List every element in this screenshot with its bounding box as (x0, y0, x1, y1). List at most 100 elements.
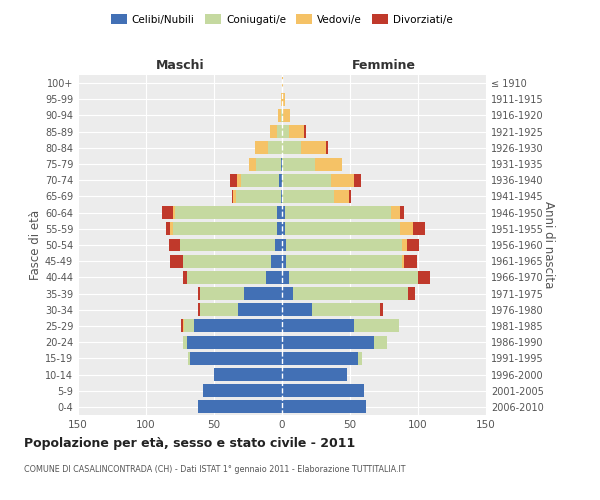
Bar (281, 93, 282, 106)
Bar (404, 254, 416, 268)
Bar (354, 320, 399, 332)
Bar (270, 125, 277, 138)
Bar (282, 190, 334, 203)
Bar (187, 336, 282, 348)
Bar (188, 352, 190, 365)
Bar (354, 174, 361, 186)
Bar (170, 254, 183, 268)
Bar (283, 109, 290, 122)
Bar (237, 174, 241, 186)
Bar (289, 125, 304, 138)
Bar (166, 222, 170, 235)
Bar (183, 336, 187, 348)
Bar (286, 238, 401, 252)
Bar (418, 271, 430, 284)
Bar (236, 190, 281, 203)
Bar (282, 222, 285, 235)
Bar (169, 238, 180, 252)
Bar (374, 336, 387, 348)
Bar (282, 400, 367, 413)
Bar (400, 222, 413, 235)
Bar (281, 109, 282, 122)
Bar (244, 287, 282, 300)
Bar (334, 190, 349, 203)
Bar (380, 304, 383, 316)
Bar (232, 190, 233, 203)
Y-axis label: Fasce di età: Fasce di età (29, 210, 42, 280)
Bar (293, 287, 409, 300)
Bar (187, 271, 266, 284)
Bar (197, 400, 282, 413)
Bar (175, 206, 277, 219)
Bar (286, 254, 401, 268)
Bar (173, 222, 277, 235)
Bar (401, 254, 404, 268)
Bar (282, 158, 314, 170)
Bar (190, 352, 282, 365)
Bar (173, 206, 175, 219)
Bar (301, 142, 326, 154)
Bar (183, 320, 184, 332)
Bar (163, 206, 173, 219)
Bar (407, 238, 419, 252)
Bar (400, 206, 404, 219)
Bar (233, 190, 236, 203)
Bar (289, 271, 418, 284)
Bar (197, 304, 200, 316)
Bar (255, 142, 268, 154)
Bar (266, 271, 282, 284)
Bar (314, 158, 342, 170)
Bar (281, 158, 282, 170)
Bar (282, 352, 358, 365)
Bar (281, 190, 282, 203)
Bar (282, 109, 283, 122)
Bar (391, 206, 400, 219)
Bar (409, 287, 415, 300)
Bar (282, 142, 301, 154)
Bar (256, 158, 281, 170)
Bar (238, 304, 282, 316)
Bar (214, 368, 282, 381)
Bar (183, 271, 187, 284)
Bar (282, 336, 374, 348)
Bar (200, 287, 244, 300)
Bar (282, 76, 283, 90)
Legend: Celibi/Nubili, Coniugati/e, Vedovi/e, Divorziati/e: Celibi/Nubili, Coniugati/e, Vedovi/e, Di… (107, 10, 457, 29)
Bar (277, 125, 282, 138)
Bar (241, 174, 279, 186)
Bar (275, 238, 282, 252)
Bar (181, 320, 183, 332)
Bar (282, 304, 312, 316)
Bar (170, 222, 173, 235)
Bar (183, 254, 271, 268)
Bar (401, 238, 407, 252)
Bar (285, 206, 391, 219)
Bar (282, 238, 286, 252)
Bar (282, 320, 354, 332)
Y-axis label: Anni di nascita: Anni di nascita (542, 202, 555, 288)
Bar (271, 254, 282, 268)
Bar (304, 125, 307, 138)
Bar (279, 174, 282, 186)
Bar (230, 174, 237, 186)
Text: Femmine: Femmine (352, 59, 416, 72)
Text: Maschi: Maschi (155, 59, 205, 72)
Bar (282, 174, 331, 186)
Bar (331, 174, 354, 186)
Bar (282, 206, 285, 219)
Bar (312, 304, 380, 316)
Bar (203, 384, 282, 397)
Bar (413, 222, 425, 235)
Bar (282, 384, 364, 397)
Bar (278, 109, 281, 122)
Bar (200, 304, 238, 316)
Bar (282, 254, 286, 268)
Bar (282, 93, 285, 106)
Bar (194, 320, 282, 332)
Bar (277, 206, 282, 219)
Bar (250, 158, 256, 170)
Text: COMUNE DI CASALINCONTRADA (CH) - Dati ISTAT 1° gennaio 2011 - Elaborazione TUTTI: COMUNE DI CASALINCONTRADA (CH) - Dati IS… (24, 466, 406, 474)
Bar (282, 271, 289, 284)
Bar (282, 287, 293, 300)
Bar (184, 320, 194, 332)
